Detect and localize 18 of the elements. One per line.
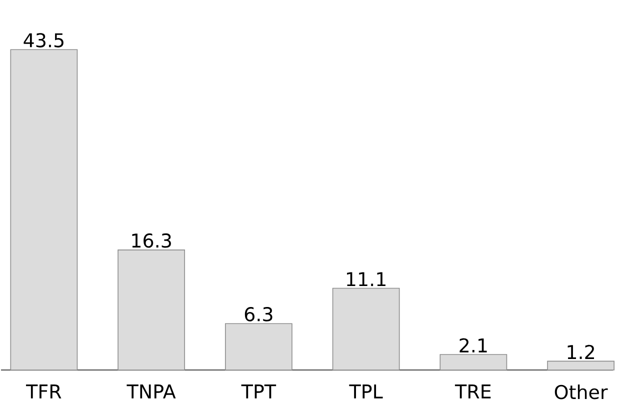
x-tick-label: TRE <box>454 384 491 398</box>
bar <box>440 354 508 370</box>
data-label: 6.3 <box>244 307 272 322</box>
data-label: 16.3 <box>132 233 171 248</box>
data-label: 43.5 <box>24 33 64 48</box>
bar <box>547 360 614 370</box>
x-tick-label: TFR <box>26 384 62 398</box>
x-tick-label: TPL <box>349 384 383 398</box>
bar <box>332 288 400 370</box>
bar <box>225 323 292 370</box>
data-label: 2.1 <box>460 338 487 352</box>
x-tick-label: TPT <box>241 384 276 398</box>
bar <box>118 250 185 370</box>
x-tick-label: Other <box>554 384 608 400</box>
x-tick-label: TNPA <box>126 384 176 398</box>
bar <box>10 49 78 370</box>
data-label: 11.1 <box>346 272 386 286</box>
data-label: 1.2 <box>568 344 594 359</box>
